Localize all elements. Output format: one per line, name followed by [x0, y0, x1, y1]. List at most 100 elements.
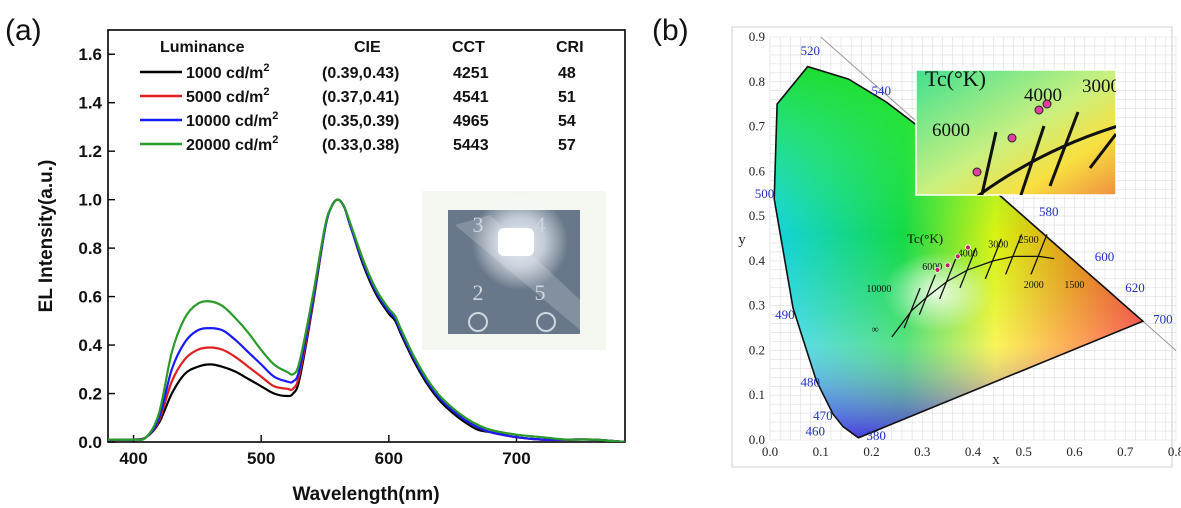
isotherm-line [1030, 234, 1048, 275]
x-tick-label-b: 0.3 [914, 444, 930, 459]
cct-label: 4000 [958, 248, 978, 259]
legend-luminance-2: 5000 cd/m2 [186, 86, 270, 106]
wavelength-label: 580 [1039, 204, 1059, 219]
inset-background [915, 69, 1117, 196]
isotherm-line [939, 258, 957, 300]
panel-label-b: (b) [652, 14, 689, 47]
spectral-locus-outline [773, 65, 1145, 439]
wavelength-label: 620 [1125, 280, 1145, 295]
wavelength-label: 490 [775, 307, 795, 322]
legend-cri-1: 48 [558, 65, 576, 82]
planckian-locus [891, 255, 1055, 338]
wavelength-label: 470 [813, 408, 833, 423]
cie-zoom-inset: Tc(°K) 6000 4000 3000 [915, 66, 1120, 196]
legend-superscript: 2 [263, 86, 269, 98]
inset-point-2 [1007, 133, 1017, 143]
cct-label: 10000 [866, 284, 891, 295]
legend-luminance-1: 1000 cd/m2 [186, 62, 270, 82]
x-tick-label-a: 400 [119, 449, 147, 468]
y-tick-label-b: 0.0 [749, 432, 765, 447]
inset-isotherm-line [980, 131, 998, 195]
cct-label: 2500 [1019, 235, 1039, 246]
device-photo-inset: 3 4 2 5 [422, 191, 606, 350]
x-tick-label-a: 500 [247, 449, 275, 468]
device-pixel-label: 2 [473, 280, 484, 305]
y-tick-label-a: 0.0 [78, 433, 102, 452]
y-tick-label-b: 0.2 [749, 342, 765, 357]
y-tick-label-b: 0.6 [749, 163, 766, 178]
legend-cri-2: 51 [558, 89, 576, 106]
y-tick-label-b: 0.3 [749, 298, 765, 313]
spectrum-line-4 [108, 198, 625, 442]
legend-cie-1: (0.39,0.43) [322, 65, 399, 82]
x-tick-label-a: 600 [375, 449, 403, 468]
y-tick-label-a: 1.0 [78, 191, 102, 210]
x-tick-label-b: 0.0 [762, 444, 778, 459]
legend-superscript: 2 [263, 62, 269, 74]
isotherm-line [1004, 234, 1023, 275]
device-pixel-label: 5 [535, 280, 546, 305]
wavelength-label: 460 [806, 424, 826, 439]
cct-label: 1500 [1064, 280, 1084, 291]
y-axis-title-a: EL Intensity(a.u.) [36, 160, 57, 313]
cct-label: 6000 [922, 262, 942, 273]
x-tick-label-b: 0.8 [1168, 444, 1181, 459]
y-tick-label-a: 0.6 [78, 288, 102, 307]
isotherm-line [918, 274, 936, 315]
legend-cct-2: 4541 [453, 89, 489, 106]
legend-cct-4: 5443 [453, 137, 489, 154]
cct-label: 2000 [1024, 280, 1044, 291]
inset-isotherm-line [1048, 111, 1080, 187]
inset-isotherm-line [1019, 125, 1046, 195]
x-tick-label-b: 0.5 [1016, 444, 1032, 459]
cct-label: 3000 [988, 239, 1008, 250]
wavelength-label: 520 [800, 43, 820, 58]
legend-header-luminance: Luminance [160, 39, 245, 56]
panel-b-cie-diagram: Tc(°K) 10000 6000 4000 3000 2500 2000 1500 ∞ 0.0… [731, 26, 1181, 468]
wavelength-label: 540 [872, 83, 892, 98]
y-tick-label-b: 0.1 [749, 387, 765, 402]
chromaticity-point-3 [944, 262, 951, 269]
inset-point-1 [972, 167, 982, 177]
legend-cct-3: 4965 [453, 113, 489, 130]
legend-luminance-4: 20000 cd/m2 [186, 134, 278, 154]
legend-header-cie: CIE [354, 39, 381, 56]
inset-point-4 [1042, 99, 1052, 109]
y-tick-label-a: 1.4 [78, 94, 102, 113]
device-pixel-label: 4 [535, 212, 546, 237]
y-tick-label-a: 0.2 [78, 385, 102, 404]
y-tick-label-b: 0.9 [749, 29, 765, 44]
legend-superscript: 2 [272, 110, 278, 122]
pad-icon [468, 312, 488, 332]
legend-cie-2: (0.37,0.41) [322, 89, 399, 106]
wavelength-label: 700 [1153, 312, 1173, 327]
y-tick-label-b: 0.7 [749, 119, 766, 134]
legend-cie-3: (0.35,0.39) [322, 113, 399, 130]
inset-title: Tc(°K) [925, 66, 986, 91]
y-tick-label-b: 0.8 [749, 74, 765, 89]
plot-frame-a [107, 29, 626, 443]
legend-header-cri: CRI [556, 39, 584, 56]
legend-cri-4: 57 [558, 137, 576, 154]
inset-planckian-curve [976, 125, 1116, 195]
y-tick-label-b: 0.5 [749, 208, 765, 223]
device-pixel-label: 3 [473, 212, 484, 237]
y-tick-label-b: 0.4 [749, 253, 766, 268]
x-tick-label-a: 700 [502, 449, 530, 468]
inset-cct-label: 3000 [1082, 76, 1120, 97]
y-axis-title-b: y [738, 232, 746, 248]
cct-label: ∞ [872, 325, 879, 336]
x-axis-title-b: x [992, 452, 1000, 468]
inset-point-3 [1034, 105, 1044, 115]
x-axis-title-a: Wavelength(nm) [292, 484, 439, 505]
y-tick-label-a: 0.8 [78, 239, 102, 258]
panel-label-a: (a) [5, 14, 42, 47]
x-tick-label-b: 0.6 [1066, 444, 1083, 459]
wavelength-label: 600 [1095, 249, 1115, 264]
panel-a-chart: 400 500 600 7000.00.20.40.60.81.01.21.41.6 … [36, 29, 626, 505]
legend-table: Luminance CIE CCT CRI 1000 cd/m2 (0.39,0.… [140, 39, 584, 154]
legend-cct-1: 4251 [453, 65, 489, 82]
wavelength-label: 380 [866, 428, 886, 443]
x-tick-label-b: 0.4 [965, 444, 982, 459]
legend-luminance-3: 10000 cd/m2 [186, 110, 278, 130]
